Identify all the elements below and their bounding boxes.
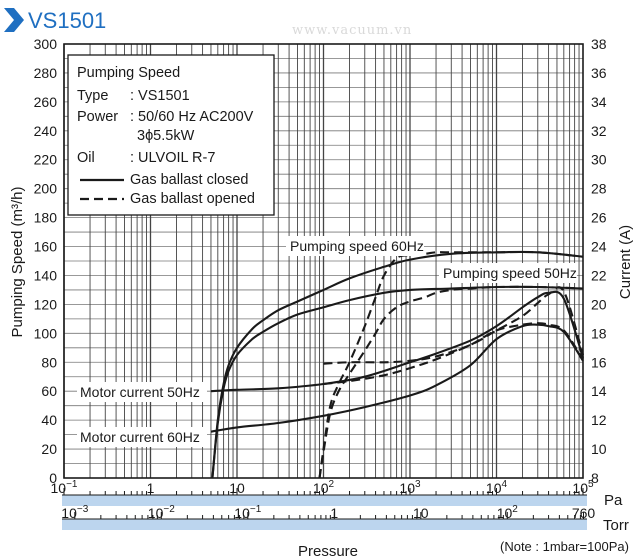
pa-tick-label: 1 xyxy=(147,480,155,496)
left-tick-label: 300 xyxy=(34,36,58,52)
pa-tick-label: 10 xyxy=(229,480,245,496)
x-axis-torr-units: Torr xyxy=(603,517,629,534)
torr-scale-bar xyxy=(62,519,587,530)
left-tick-label: 40 xyxy=(41,412,57,428)
right-tick-label: 14 xyxy=(591,383,607,399)
legend-power-value: : 50/60 Hz AC200V xyxy=(130,109,254,125)
right-tick-label: 20 xyxy=(591,296,607,312)
x-axis-label: Pressure xyxy=(298,543,358,560)
plot-frame xyxy=(63,43,584,479)
series-current-dashed-line-7 xyxy=(323,322,584,386)
left-tick-label: 240 xyxy=(34,123,58,139)
left-tick-label: 200 xyxy=(34,181,58,197)
pa-tick-label: 104 xyxy=(486,479,508,496)
watermark: www.vacuum.vn xyxy=(292,23,412,38)
series-speed-dashed-line-2 xyxy=(318,250,584,479)
pa-tick-label: 10−1 xyxy=(51,479,78,496)
torr-tick-label: 1 xyxy=(330,505,338,521)
axes xyxy=(62,43,587,530)
right-tick-label: 12 xyxy=(591,412,607,428)
right-tick-label: 38 xyxy=(591,36,607,52)
right-tick-label: 30 xyxy=(591,152,607,168)
right-tick-label: 28 xyxy=(591,181,607,197)
title-arrow-icon xyxy=(4,8,24,32)
left-tick-label: 160 xyxy=(34,239,58,255)
tick-labels: 10−1 1 10 102 103 104 105 10−3 10−2 10−1 1 10 102 760… xyxy=(34,36,607,521)
annotation-speed-50hz: Pumping speed 50Hz xyxy=(439,263,577,283)
annotation-current-50hz: Motor current 50Hz xyxy=(77,382,207,402)
legend-title: Pumping Speed xyxy=(77,65,180,81)
torr-tick-label: 102 xyxy=(497,504,519,521)
legend-entry-opened: Gas ballast opened xyxy=(130,191,255,207)
curves xyxy=(210,250,585,479)
torr-tick-label: 10 xyxy=(413,505,429,521)
series-current-dashed-line-6 xyxy=(323,286,585,365)
legend-box xyxy=(67,54,275,216)
annotation-current-50hz-label: Motor current 50Hz xyxy=(80,384,200,400)
series-current-solid-line-4 xyxy=(210,290,584,393)
torr-tick-label: 760 xyxy=(572,505,596,521)
right-tick-label: 22 xyxy=(591,267,607,283)
right-tick-label: 36 xyxy=(591,65,607,81)
left-tick-label: 220 xyxy=(34,152,58,168)
series-current-solid-line-5 xyxy=(210,323,584,433)
right-tick-label: 26 xyxy=(591,210,607,226)
annotation-current-60hz-label: Motor current 60Hz xyxy=(80,429,200,445)
right-tick-label: 8 xyxy=(591,470,599,486)
left-tick-label: 20 xyxy=(41,441,57,457)
torr-tick-label: 10−1 xyxy=(234,504,261,521)
right-tick-label: 16 xyxy=(591,354,607,370)
torr-tick-label: 10−2 xyxy=(148,504,175,521)
annotation-current-60hz: Motor current 60Hz xyxy=(77,427,207,447)
torr-tick-label: 10−3 xyxy=(61,504,88,521)
left-tick-label: 140 xyxy=(34,267,58,283)
annotation-speed-60hz: Pumping speed 60Hz xyxy=(286,236,424,256)
legend: Pumping Speed Type : VS1501 Power : 50/6… xyxy=(67,54,275,216)
left-tick-label: 0 xyxy=(49,470,57,486)
annotation-speed-60hz-label: Pumping speed 60Hz xyxy=(290,238,424,254)
chart-title: VS1501 xyxy=(28,8,106,33)
x-axis-pa-units: Pa xyxy=(604,492,623,509)
right-tick-label: 18 xyxy=(591,325,607,341)
left-tick-label: 100 xyxy=(34,325,58,341)
pa-tick-label: 102 xyxy=(313,479,335,496)
legend-power-extra: 3ϕ5.5kW xyxy=(137,128,195,144)
y-axis-right-label: Current (A) xyxy=(617,225,634,299)
series-speed-solid-line-1 xyxy=(211,285,584,479)
pa-scale-bar xyxy=(62,495,587,506)
left-tick-label: 80 xyxy=(41,354,57,370)
legend-type-key: Type xyxy=(77,88,108,104)
right-tick-label: 32 xyxy=(591,123,607,139)
right-tick-label: 10 xyxy=(591,441,607,457)
right-tick-label: 34 xyxy=(591,94,607,110)
left-tick-label: 120 xyxy=(34,296,58,312)
left-tick-label: 260 xyxy=(34,94,58,110)
unit-note: (Note : 1mbar=100Pa) xyxy=(500,539,629,554)
legend-oil-value: : ULVOIL R-7 xyxy=(130,150,215,166)
pa-tick-label: 105 xyxy=(572,479,594,496)
pa-tick-label: 103 xyxy=(399,479,421,496)
right-tick-label: 24 xyxy=(591,239,607,255)
left-tick-label: 60 xyxy=(41,383,57,399)
grid xyxy=(63,43,583,479)
legend-entry-closed: Gas ballast closed xyxy=(130,172,248,188)
series-speed-solid-line-0 xyxy=(211,250,584,479)
y-axis-left-label: Pumping Speed (m³/h) xyxy=(9,187,26,338)
legend-oil-key: Oil xyxy=(77,150,95,166)
annotation-speed-50hz-label: Pumping speed 50Hz xyxy=(443,265,577,281)
legend-power-key: Power xyxy=(77,109,118,125)
left-tick-label: 280 xyxy=(34,65,58,81)
left-tick-label: 180 xyxy=(34,210,58,226)
legend-type-value: : VS1501 xyxy=(130,88,190,104)
